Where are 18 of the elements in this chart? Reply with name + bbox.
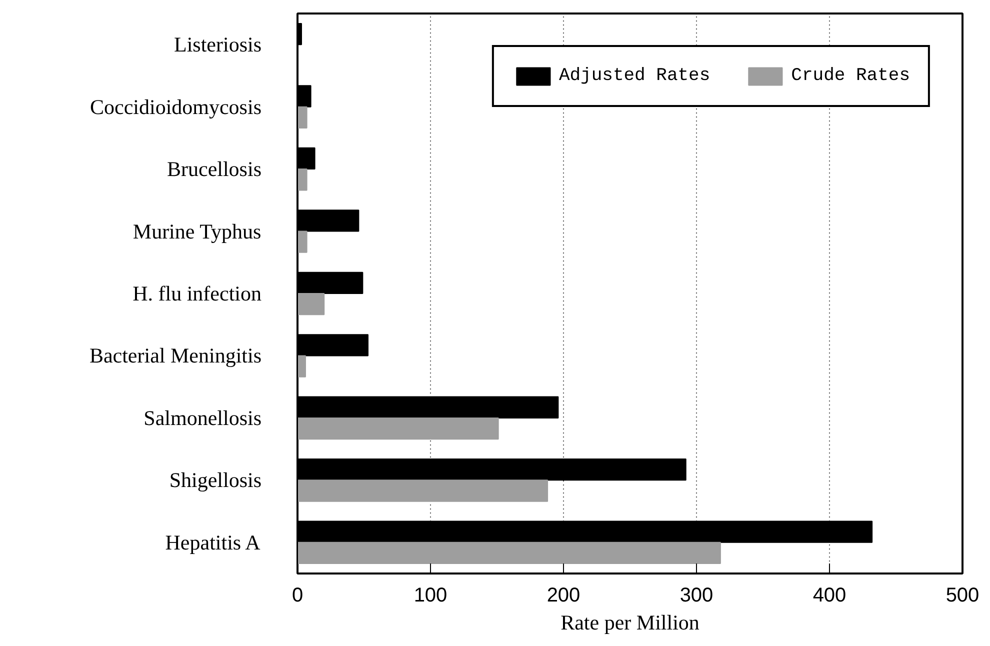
y-tick-label: Listeriosis: [174, 32, 262, 57]
x-tick-label: 500: [946, 584, 980, 606]
y-tick-label: Shigellosis: [169, 468, 262, 492]
y-tick-label: Murine Typhus: [132, 219, 262, 244]
y-tick-label: Coccidioidomycosis: [90, 94, 262, 119]
y-tick-label: Hepatitis A: [165, 530, 262, 554]
x-tick-label: 200: [546, 584, 580, 606]
y-tick-label: Brucellosis: [167, 157, 262, 182]
y-tick-label: H. flu infection: [132, 282, 262, 306]
x-tick-label: 100: [414, 584, 448, 606]
x-tick-label: 400: [812, 584, 846, 606]
y-tick-label: Bacterial Meningitis: [89, 344, 262, 368]
y-tick-label: Salmonellosis: [144, 406, 262, 430]
x-tick-label: 300: [680, 584, 714, 606]
x-axis-title: Rate per Million: [560, 610, 700, 634]
legend-label: Adjusted Rates: [558, 66, 710, 86]
x-tick-label: 0: [292, 584, 304, 606]
legend-label: Crude Rates: [791, 66, 910, 86]
